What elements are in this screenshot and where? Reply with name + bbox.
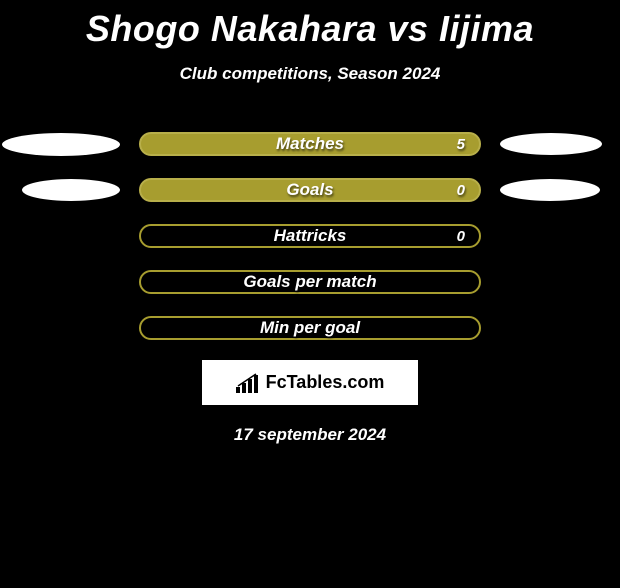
stat-label: Goals [286, 180, 333, 200]
stat-label: Goals per match [243, 272, 376, 292]
comparison-title: Shogo Nakahara vs Iijima [0, 8, 620, 50]
stat-bar: Hattricks 0 [139, 224, 481, 248]
stat-bar: Matches 5 [139, 132, 481, 156]
player2-ellipse [500, 179, 600, 201]
stat-row: Goals 0 [0, 178, 620, 202]
snapshot-date: 17 september 2024 [0, 425, 620, 445]
player1-ellipse [22, 179, 120, 201]
player2-ellipse [500, 133, 602, 155]
stat-row: Matches 5 [0, 132, 620, 156]
stat-label: Hattricks [274, 226, 347, 246]
stat-value: 5 [457, 136, 465, 153]
stat-bar: Goals 0 [139, 178, 481, 202]
comparison-subtitle: Club competitions, Season 2024 [0, 64, 620, 84]
stat-label: Matches [276, 134, 344, 154]
stat-value: 0 [457, 182, 465, 199]
logo-text: FcTables.com [266, 372, 385, 393]
player1-ellipse [2, 133, 120, 156]
stat-row: Min per goal [0, 316, 620, 340]
bars-icon [236, 373, 260, 393]
stat-row: Hattricks 0 [0, 224, 620, 248]
stat-bar: Goals per match [139, 270, 481, 294]
stat-row: Goals per match [0, 270, 620, 294]
site-logo[interactable]: FcTables.com [202, 360, 418, 405]
stat-bar: Min per goal [139, 316, 481, 340]
stat-label: Min per goal [260, 318, 360, 338]
stat-value: 0 [457, 228, 465, 245]
stats-chart: Matches 5 Goals 0 Hattricks 0 Goals per match M… [0, 132, 620, 340]
